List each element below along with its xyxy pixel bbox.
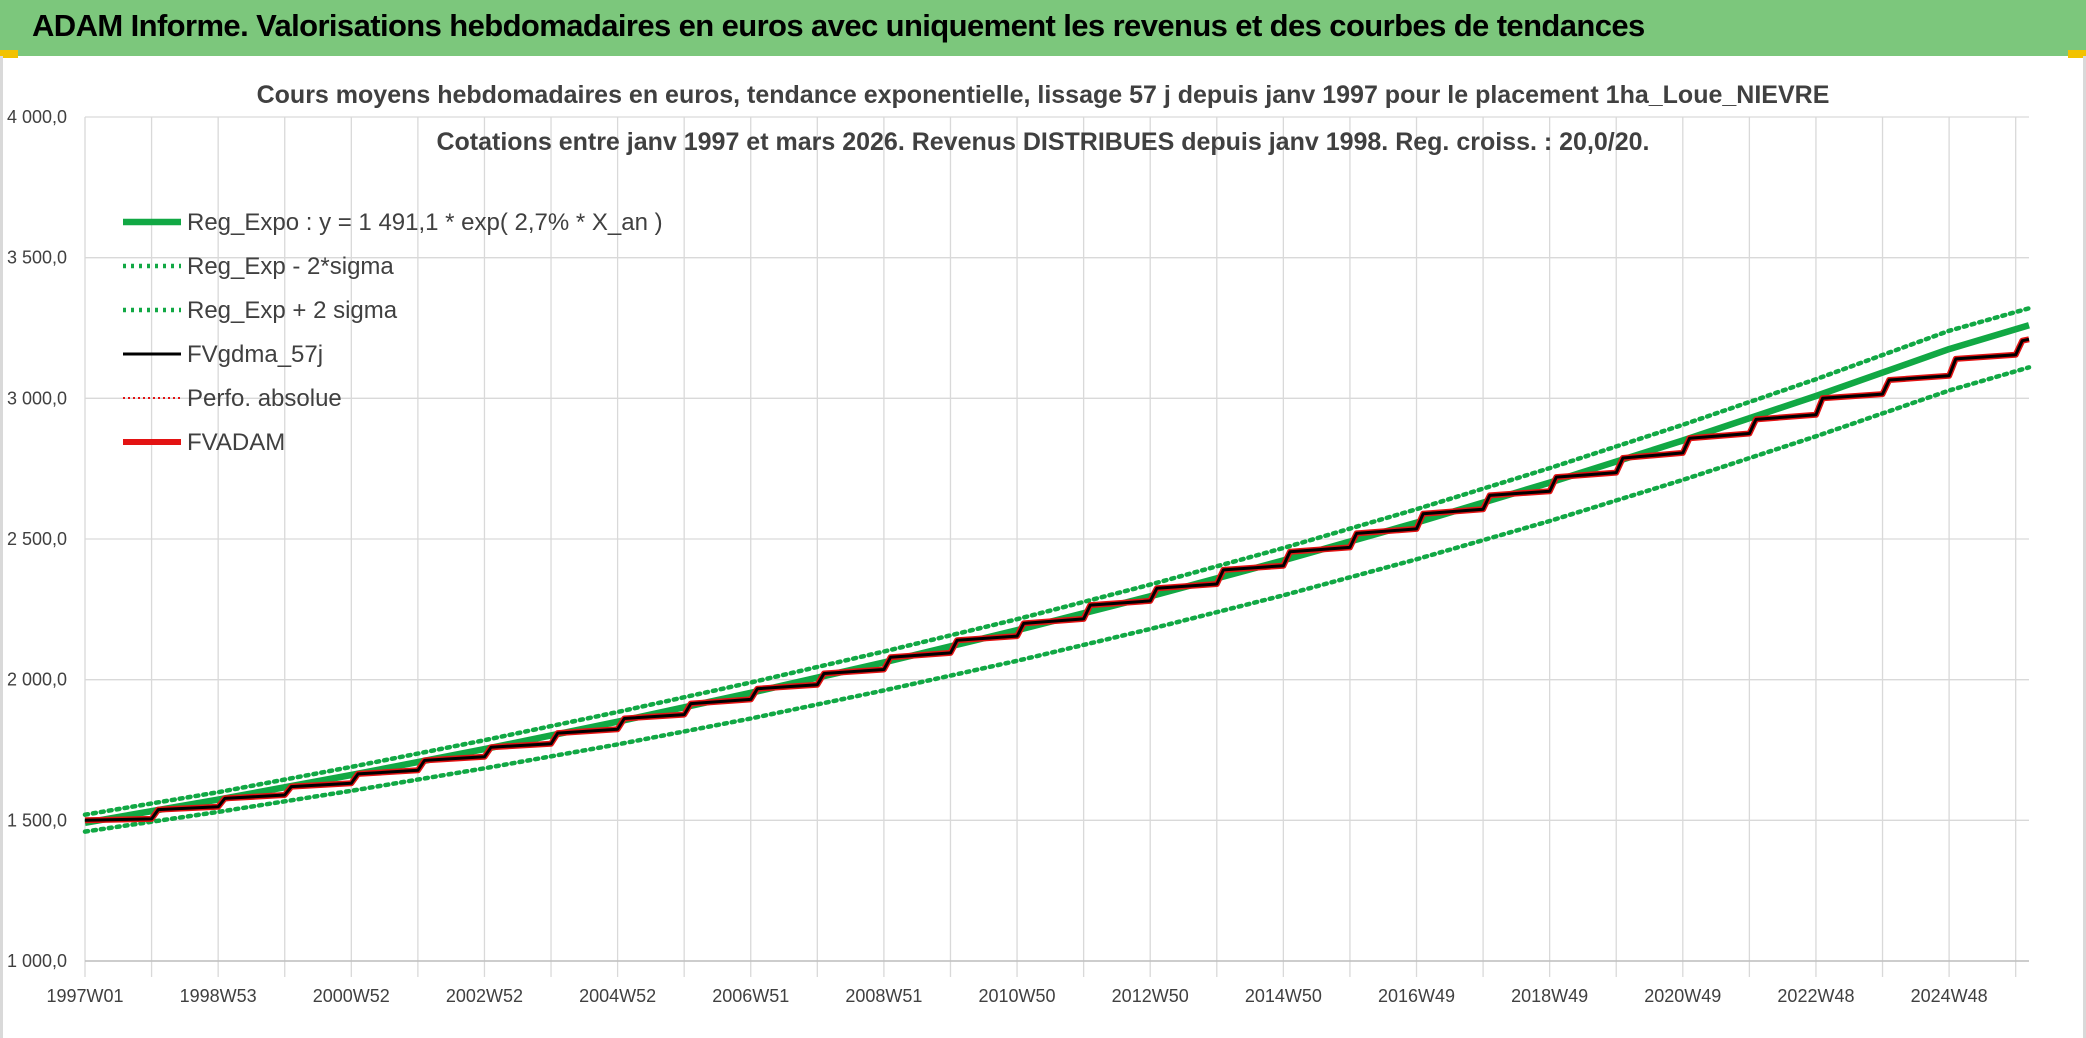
y-tick-label: 3 000,0	[7, 388, 67, 408]
series-line-5	[84, 336, 2030, 824]
legend-label: Reg_Exp - 2*sigma	[187, 253, 394, 280]
chart-area: Cours moyens hebdomadaires en euros, ten…	[0, 56, 2086, 1038]
x-tick-label: 2012W50	[1112, 986, 1189, 1006]
line-chart: Cours moyens hebdomadaires en euros, ten…	[7, 81, 2032, 1006]
x-tick-label: 2000W52	[313, 986, 390, 1006]
y-tick-label: 2 000,0	[7, 670, 67, 690]
chart-titles: Cours moyens hebdomadaires en euros, ten…	[257, 81, 1830, 156]
chart-title: Cours moyens hebdomadaires en euros, ten…	[257, 81, 1830, 109]
report-header: ADAM Informe. Valorisations hebdomadaire…	[0, 0, 2086, 56]
x-tick-label: 2020W49	[1644, 986, 1721, 1006]
legend-label: FVgdma_57j	[187, 341, 323, 368]
report-title: ADAM Informe. Valorisations hebdomadaire…	[32, 8, 1645, 43]
x-tick-label: 1997W01	[46, 986, 123, 1006]
series-line-0	[84, 322, 2030, 827]
x-tick-label: 2010W50	[979, 986, 1056, 1006]
x-tick-label: 2018W49	[1511, 986, 1588, 1006]
y-tick-label: 4 000,0	[7, 107, 67, 127]
y-tick-label: 3 500,0	[7, 248, 67, 268]
x-tick-label: 1998W53	[180, 986, 257, 1006]
corner-marker-left	[0, 50, 18, 58]
x-tick-label: 2016W49	[1378, 986, 1455, 1006]
x-tick-label: 2008W51	[845, 986, 922, 1006]
chart-subtitle: Cotations entre janv 1997 et mars 2026. …	[436, 128, 1649, 156]
axes: 1 000,0 1 500,0 2 000,0 2 500,0 3 000,0 3 500…	[7, 107, 2029, 1006]
legend-label: Perfo. absolue	[187, 385, 342, 412]
legend-label: Reg_Exp + 2 sigma	[187, 297, 398, 324]
x-tick-label: 2024W48	[1911, 986, 1988, 1006]
series-line-3	[84, 337, 2030, 822]
corner-marker-right	[2068, 50, 2086, 58]
x-tick-label: 2004W52	[579, 986, 656, 1006]
x-tick-label: 2002W52	[446, 986, 523, 1006]
series-line-2	[82, 306, 2032, 817]
x-tick-label: 2022W48	[1777, 986, 1854, 1006]
series-lines	[82, 306, 2032, 834]
legend: Reg_Expo : y = 1 491,1 * exp( 2,7% * X_a…	[123, 209, 663, 456]
series-line-4	[84, 338, 2030, 822]
series-line-1	[82, 365, 2032, 834]
gridlines	[84, 116, 2029, 977]
legend-label: FVADAM	[187, 429, 285, 456]
y-tick-label: 1 000,0	[7, 951, 67, 971]
x-tick-label: 2014W50	[1245, 986, 1322, 1006]
legend-label: Reg_Expo : y = 1 491,1 * exp( 2,7% * X_a…	[187, 209, 663, 236]
x-tick-label: 2006W51	[712, 986, 789, 1006]
y-tick-label: 1 500,0	[7, 810, 67, 830]
y-tick-label: 2 500,0	[7, 529, 67, 549]
